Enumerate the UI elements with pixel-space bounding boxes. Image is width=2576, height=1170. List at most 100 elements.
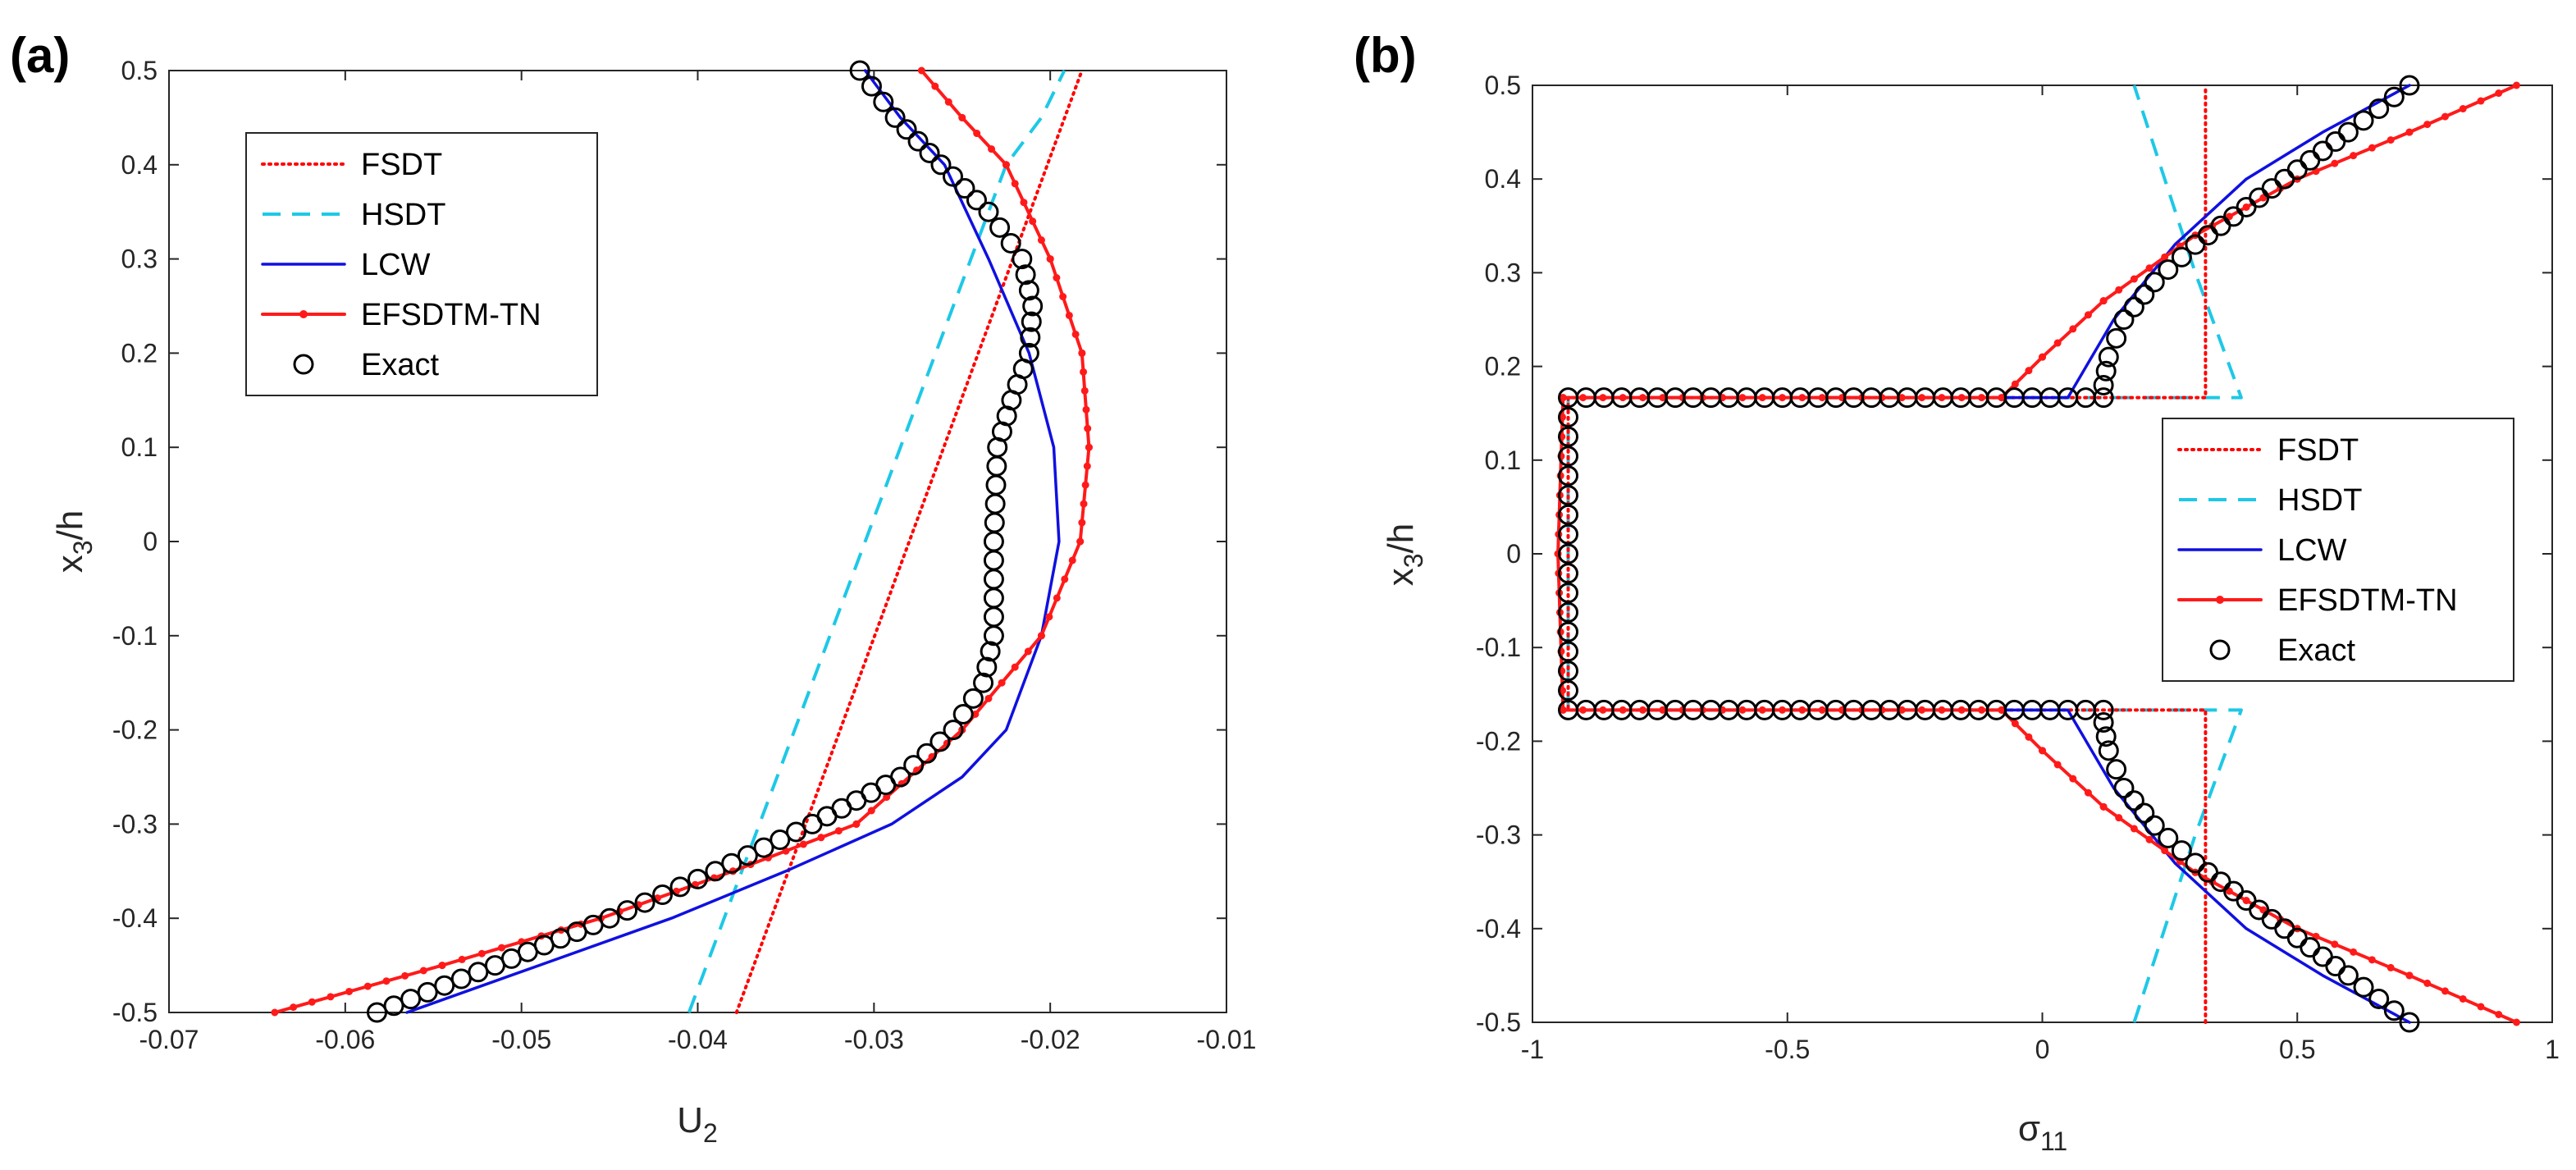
exact-marker	[2093, 374, 2114, 395]
exact-marker	[2158, 259, 2179, 281]
series-exact	[1558, 75, 2420, 1033]
panel-b-y-label-tail: /h	[1381, 523, 1421, 554]
efsdtm-tn-point	[1818, 394, 1826, 402]
y-tick-label: 0.5	[121, 56, 158, 85]
legend-label: LCW	[361, 248, 431, 282]
efsdtm-tn-point	[988, 145, 996, 153]
exact-marker	[849, 60, 870, 81]
exact-marker	[1012, 249, 1033, 270]
exact-marker	[2106, 327, 2127, 349]
panel-a-y-label-tail: /h	[50, 510, 90, 541]
efsdtm-tn-point	[2161, 847, 2169, 855]
efsdtm-tn-point	[2242, 203, 2250, 211]
exact-marker	[1558, 485, 1579, 506]
efsdtm-tn-point	[290, 1003, 298, 1012]
x-tick-label: -0.01	[1197, 1025, 1257, 1054]
efsdtm-tn-point	[1083, 462, 1091, 470]
exact-marker	[2158, 827, 2179, 848]
exact-marker	[2399, 75, 2420, 96]
y-tick-label: 0.2	[1485, 352, 1521, 382]
efsdtm-tn-point	[2025, 367, 2033, 375]
exact-marker	[2353, 110, 2374, 131]
series-fsdt	[734, 69, 1084, 1014]
y-tick-label: -0.1	[112, 621, 158, 651]
exact-marker	[2383, 86, 2405, 107]
x-tick-label: 0	[2035, 1035, 2050, 1064]
panel-b-series	[1554, 75, 2520, 1033]
legend-item-efsdtm-tn: EFSDTM-TN	[2177, 583, 2458, 618]
x-tick-label: 0.5	[2279, 1035, 2315, 1064]
efsdtm-tn-point	[2053, 339, 2062, 347]
y-tick-label: -0.1	[1476, 633, 1521, 662]
efsdtm-tn-point	[1071, 330, 1080, 338]
panel-a-series	[271, 60, 1093, 1023]
legend-label: EFSDTM-TN	[361, 298, 541, 332]
efsdtm-tn-point	[1738, 706, 1747, 714]
efsdtm-tn-point	[1957, 706, 1966, 714]
series-fsdt	[1566, 84, 2208, 1024]
x-tick-label: -1	[1521, 1035, 1544, 1064]
efsdtm-tn-point	[2130, 825, 2138, 833]
efsdtm-tn-point	[1080, 368, 1088, 376]
exact-marker	[2399, 1012, 2420, 1033]
x-tick-label: -0.04	[668, 1025, 728, 1054]
legend-swatch	[2209, 639, 2231, 660]
exact-marker	[417, 981, 438, 1003]
legend-swatch-marker	[299, 310, 308, 318]
exact-marker	[973, 672, 994, 693]
efsdtm-tn-point	[1053, 274, 1061, 282]
exact-marker	[1015, 264, 1036, 286]
exact-marker	[434, 975, 455, 996]
exact-marker	[1558, 641, 1579, 662]
panel-b-x-axis-label: σ11	[2018, 1108, 2067, 1156]
efsdtm-tn-point	[917, 66, 925, 75]
exact-marker	[966, 190, 987, 211]
efsdtm-tn-point	[1068, 556, 1076, 564]
x-tick-label: -0.06	[315, 1025, 375, 1054]
efsdtm-tn-point	[419, 967, 427, 975]
legend-item-hsdt: HSDT	[263, 198, 445, 232]
efsdtm-tn-point	[1559, 413, 1567, 421]
efsdtm-tn-point	[1957, 394, 1966, 402]
exact-marker	[2098, 346, 2119, 368]
legend-item-exact: Exact	[2209, 633, 2355, 668]
x-tick-label: -0.03	[844, 1025, 904, 1054]
y-tick-label: -0.3	[112, 809, 158, 839]
efsdtm-tn-point	[2145, 835, 2154, 843]
exact-marker	[753, 837, 774, 858]
efsdtm-tn-point	[2459, 994, 2467, 1003]
exact-marker	[896, 119, 917, 140]
legend-label: HSDT	[361, 198, 445, 232]
efsdtm-tn-point	[1659, 706, 1667, 714]
exact-marker	[367, 1002, 388, 1023]
efsdtm-tn-point	[2161, 253, 2169, 261]
exact-marker	[2113, 778, 2135, 798]
panel-a-x-label-sub: 2	[703, 1118, 718, 1148]
exact-marker	[919, 142, 940, 163]
series-efsdtm-tn	[271, 66, 1093, 1017]
efsdtm-tn-point	[2495, 89, 2503, 98]
efsdtm-tn-point	[1046, 255, 1054, 263]
panel-a-legend: FSDT HSDT LCW EFSDTM-TN Exact	[245, 132, 598, 396]
exact-marker	[930, 154, 952, 176]
exact-marker	[989, 217, 1011, 238]
efsdtm-tn-point	[1998, 394, 2006, 402]
exact-marker	[2353, 976, 2374, 998]
panel-b-y-label-main: x	[1381, 568, 1421, 586]
efsdtm-tn-point	[1599, 394, 1607, 402]
exact-marker	[770, 830, 791, 851]
legend-label: FSDT	[2277, 433, 2359, 468]
efsdtm-tn-point	[308, 998, 316, 1006]
series-hsdt	[687, 70, 1066, 1013]
exact-marker	[1021, 311, 1042, 332]
efsdtm-tn-point	[973, 130, 981, 138]
efsdtm-tn-point	[438, 962, 446, 970]
efsdtm-tn-point	[1898, 706, 1906, 714]
efsdtm-tn-point	[497, 944, 505, 952]
efsdtm-tn-point	[2459, 105, 2467, 113]
efsdtm-tn-point	[2477, 1003, 2485, 1011]
efsdtm-tn-point	[1076, 537, 1085, 546]
y-tick-label: 0.1	[121, 432, 158, 462]
efsdtm-tn-point	[1659, 394, 1667, 402]
y-tick-label: 0.4	[1485, 164, 1521, 194]
